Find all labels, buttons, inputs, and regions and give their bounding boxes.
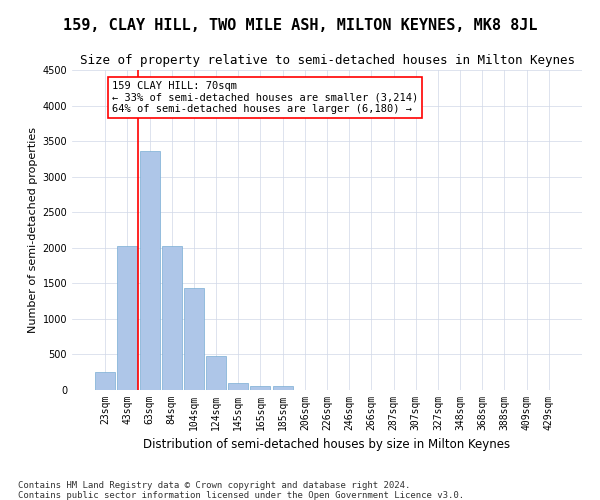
Bar [206,356,226,390]
Bar [228,383,248,390]
Bar [272,386,293,390]
X-axis label: Distribution of semi-detached houses by size in Milton Keynes: Distribution of semi-detached houses by … [143,438,511,452]
Text: Contains HM Land Registry data © Crown copyright and database right 2024.: Contains HM Land Registry data © Crown c… [18,481,410,490]
Bar [118,246,137,390]
Text: Contains public sector information licensed under the Open Government Licence v3: Contains public sector information licen… [18,491,464,500]
Bar [162,246,182,390]
Bar [140,151,160,390]
Bar [184,288,204,390]
Text: 159 CLAY HILL: 70sqm
← 33% of semi-detached houses are smaller (3,214)
64% of se: 159 CLAY HILL: 70sqm ← 33% of semi-detac… [112,80,418,114]
Bar [250,386,271,390]
Bar [95,372,115,390]
Title: Size of property relative to semi-detached houses in Milton Keynes: Size of property relative to semi-detach… [79,54,575,68]
Y-axis label: Number of semi-detached properties: Number of semi-detached properties [28,127,38,333]
Text: 159, CLAY HILL, TWO MILE ASH, MILTON KEYNES, MK8 8JL: 159, CLAY HILL, TWO MILE ASH, MILTON KEY… [63,18,537,32]
